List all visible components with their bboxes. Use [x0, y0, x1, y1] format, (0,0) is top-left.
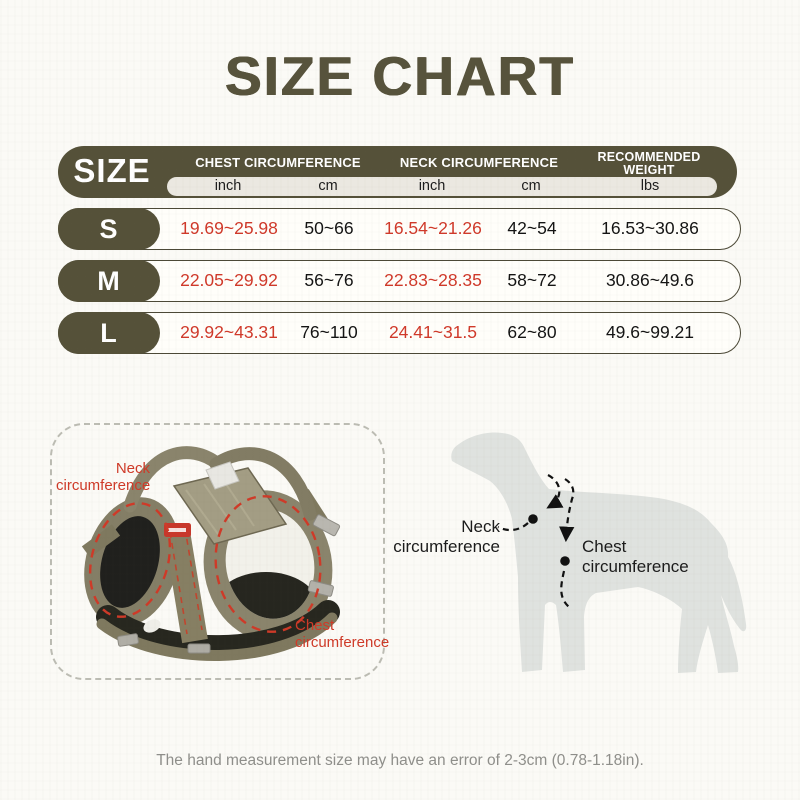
unit-neck-inch: inch	[418, 178, 446, 194]
weight-header-line2: WEIGHT	[623, 163, 675, 177]
cell-s-neck-inch: 16.54~21.26	[384, 218, 482, 238]
dog-chest-circumference-label: Chest circumference	[582, 537, 732, 577]
cell-s-chest-cm: 50~66	[304, 218, 354, 238]
column-header-neck-circumference: NECK CIRCUMFERENCE	[399, 155, 559, 170]
table-row-size-l: L 29.92~43.31 76~110 24.41~31.5 62~80 49…	[57, 311, 741, 354]
harness-neck-label-line2: circumference	[56, 476, 151, 494]
size-badge-m: M	[57, 259, 160, 302]
cell-l-neck-inch: 24.41~31.5	[388, 322, 478, 342]
dog-silhouette-illustration	[451, 432, 747, 673]
unit-neck-cm: cm	[521, 178, 541, 194]
dog-diagram-panel: Neck circumference Chest circumference	[390, 425, 782, 690]
cell-s-neck-cm: 42~54	[507, 218, 557, 238]
unit-weight-lbs: lbs	[640, 178, 660, 194]
unit-chest-inch: inch	[214, 178, 242, 194]
cell-m-chest-cm: 56~76	[304, 270, 354, 290]
harness-illustration	[81, 446, 341, 662]
harness-neck-circumference-label: Neck circumference	[56, 460, 151, 494]
cell-m-neck-inch: 22.83~28.35	[384, 270, 482, 290]
unit-row: inch cm inch cm lbs	[167, 177, 717, 196]
unit-chest-cm: cm	[318, 178, 338, 194]
column-header-size: SIZE	[73, 152, 151, 189]
dog-neck-label-line2: circumference	[393, 537, 500, 556]
cell-m-weight-lbs: 30.86~49.6	[605, 270, 695, 290]
cell-l-weight-lbs: 49.6~99.21	[605, 322, 695, 342]
cell-s-chest-inch: 19.69~25.98	[180, 218, 278, 238]
cell-l-chest-inch: 29.92~43.31	[180, 322, 278, 342]
cell-l-chest-cm: 76~110	[300, 322, 358, 342]
harness-chest-label-line1: Chest	[295, 617, 335, 634]
dog-neck-circumference-label: Neck circumference	[390, 517, 500, 557]
harness-photo-panel: Neck circumference Chest circumference	[50, 423, 389, 680]
table-row-size-m: M 22.05~29.92 56~76 22.83~28.35 58~72 30…	[57, 259, 741, 302]
table-header-band: SIZE CHEST CIRCUMFERENCE NECK CIRCUMFERE…	[58, 146, 737, 198]
cell-s-weight-lbs: 16.53~30.86	[601, 218, 699, 238]
cell-l-neck-cm: 62~80	[507, 322, 557, 342]
harness-chest-label-line2: circumference	[295, 633, 390, 651]
size-table: SIZE CHEST CIRCUMFERENCE NECK CIRCUMFERE…	[57, 146, 741, 358]
harness-neck-label-line1: Neck	[115, 460, 150, 477]
table-row-size-s: S 19.69~25.98 50~66 16.54~21.26 42~54 16…	[57, 207, 741, 250]
cell-m-neck-cm: 58~72	[507, 270, 557, 290]
cell-m-chest-inch: 22.05~29.92	[180, 270, 278, 290]
column-header-chest-circumference: CHEST CIRCUMFERENCE	[195, 155, 361, 170]
size-badge-s: S	[57, 207, 160, 250]
size-badge-l: L	[57, 311, 160, 354]
dog-chest-label-line1: Chest	[582, 537, 627, 556]
weight-header-line1: RECOMMENDED	[597, 150, 701, 164]
measurement-error-note: The hand measurement size may have an er…	[156, 752, 644, 769]
harness-chest-circumference-label: Chest circumference	[295, 617, 425, 651]
dog-chest-label-line2: circumference	[582, 557, 689, 576]
column-header-recommended-weight: RECOMMENDED WEIGHT	[560, 151, 738, 177]
page-title: SIZE CHART	[225, 45, 575, 107]
dog-neck-label-line1: Neck	[461, 517, 500, 536]
